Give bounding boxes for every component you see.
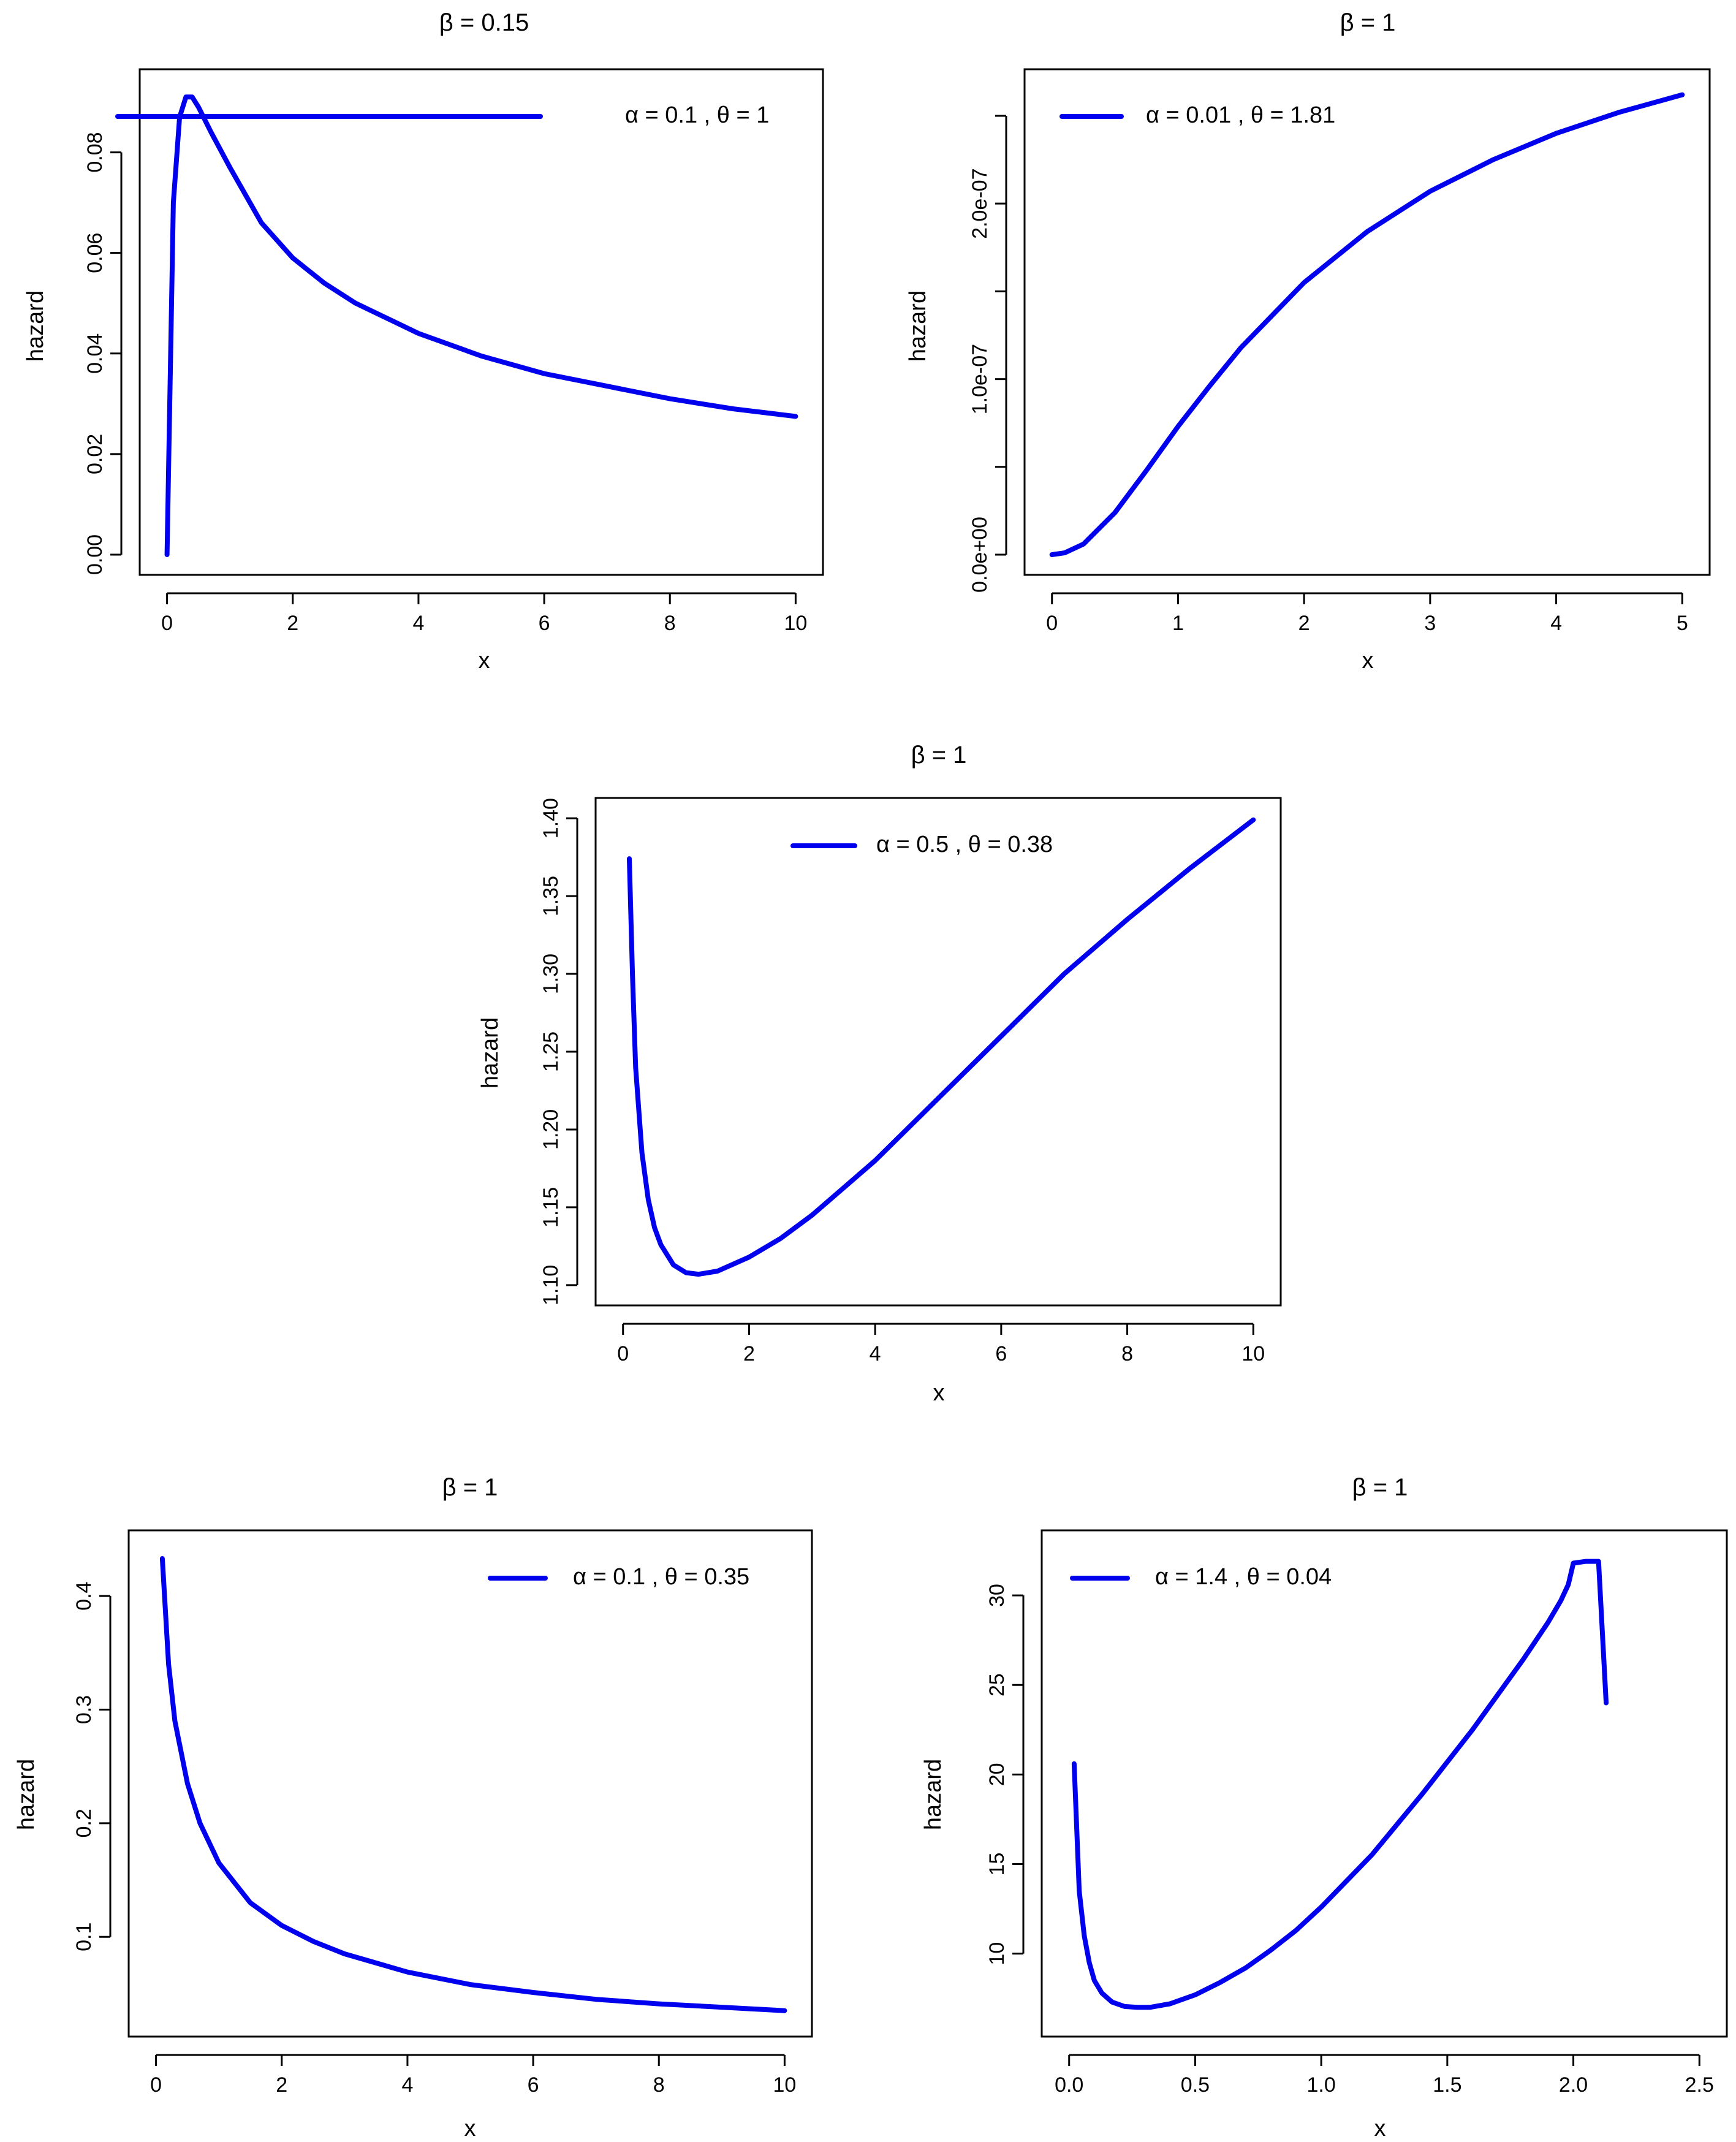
y-tick-label: 1.35 bbox=[539, 876, 563, 916]
chart-title: β = 0.15 bbox=[439, 9, 529, 36]
plot-frame bbox=[594, 797, 1282, 1307]
legend-label: α = 0.5 , θ = 0.38 bbox=[876, 832, 1053, 857]
legend-label: α = 1.4 , θ = 0.04 bbox=[1155, 1564, 1332, 1590]
y-tick-label: 0.1 bbox=[72, 1923, 96, 1951]
x-tick-label: 8 bbox=[1121, 1342, 1133, 1365]
legend-label: α = 0.01 , θ = 1.81 bbox=[1146, 102, 1335, 128]
chart-panel-beta-1-top-right: β = 1 hazard x α = 0.01 , θ = 1.81 0 1 2 3 4… bbox=[905, 9, 1711, 674]
x-tick-label: 1 bbox=[1172, 612, 1184, 635]
y-tick-label: 1.30 bbox=[539, 954, 563, 994]
chart-panel-beta-1-bottom-left: β = 1 hazard x α = 0.1 , θ = 0.35 0 2 4 6 8 1… bbox=[13, 1474, 813, 2141]
x-tick-label: 0 bbox=[161, 612, 173, 635]
y-axis-label: hazard bbox=[905, 291, 931, 362]
x-tick-label: 4 bbox=[401, 2073, 413, 2097]
hazard-curve bbox=[164, 94, 798, 557]
y-tick-label: 25 bbox=[985, 1673, 1009, 1696]
y-tick-label: 0.3 bbox=[72, 1695, 96, 1724]
y-axis-label: hazard bbox=[477, 1017, 503, 1088]
x-tick-label: 10 bbox=[784, 612, 807, 635]
hazard-curve bbox=[159, 1556, 787, 2013]
x-tick-label: 10 bbox=[1241, 1342, 1265, 1365]
x-tick-label: 8 bbox=[653, 2073, 665, 2097]
chart-title: β = 1 bbox=[442, 1474, 498, 1501]
x-tick-label: 0 bbox=[1046, 612, 1058, 635]
chart-title: β = 1 bbox=[911, 742, 967, 769]
x-tick-label: 6 bbox=[539, 612, 550, 635]
x-tick-label: 8 bbox=[664, 612, 676, 635]
x-tick-label: 0 bbox=[617, 1342, 629, 1365]
x-tick-label: 4 bbox=[1550, 612, 1562, 635]
plot-frame bbox=[1040, 1529, 1728, 2038]
x-axis-label: x bbox=[933, 1380, 945, 1406]
hazard-curve bbox=[1049, 92, 1685, 557]
y-tick-label: 1.20 bbox=[539, 1109, 563, 1150]
y-tick-label: 0.06 bbox=[83, 233, 107, 273]
x-axis-label: x bbox=[464, 2116, 476, 2141]
x-tick-label: 5 bbox=[1677, 612, 1688, 635]
y-tick-label: 0.08 bbox=[83, 132, 107, 172]
y-tick-label: 1.40 bbox=[539, 798, 563, 838]
y-tick-label: 20 bbox=[985, 1763, 1009, 1786]
x-tick-label: 2 bbox=[743, 1342, 755, 1365]
plot-frame bbox=[127, 1529, 813, 2038]
x-axis-label: x bbox=[1362, 648, 1374, 674]
hazard-curve bbox=[627, 817, 1256, 1277]
y-tick-label: 10 bbox=[985, 1942, 1009, 1965]
y-axis-label: hazard bbox=[920, 1759, 946, 1830]
y-tick-label: 0.00 bbox=[83, 534, 107, 575]
y-axis-label: hazard bbox=[23, 291, 48, 362]
x-tick-label: 2.5 bbox=[1685, 2073, 1714, 2097]
y-tick-label: 30 bbox=[985, 1584, 1009, 1607]
x-tick-label: 0.0 bbox=[1055, 2073, 1083, 2097]
x-tick-label: 3 bbox=[1424, 612, 1436, 635]
x-axis-label: x bbox=[479, 648, 490, 674]
y-tick-label: 1.25 bbox=[539, 1031, 563, 1072]
plot-frame bbox=[1023, 68, 1711, 576]
chart-title: β = 1 bbox=[1340, 9, 1396, 36]
y-tick-label: 1.0e-07 bbox=[968, 344, 991, 414]
x-tick-label: 6 bbox=[528, 2073, 539, 2097]
x-axis-label: x bbox=[1374, 2116, 1386, 2141]
y-tick-label: 0.02 bbox=[83, 434, 107, 474]
chart-panel-beta-1-bottom-right: β = 1 hazard x α = 1.4 , θ = 0.04 0.0 0.5… bbox=[920, 1474, 1728, 2141]
y-tick-label: 15 bbox=[985, 1853, 1009, 1876]
x-tick-label: 0.5 bbox=[1181, 2073, 1210, 2097]
x-tick-label: 2.0 bbox=[1559, 2073, 1588, 2097]
x-tick-label: 4 bbox=[412, 612, 424, 635]
x-tick-label: 2 bbox=[1298, 612, 1310, 635]
x-tick-label: 2 bbox=[287, 612, 298, 635]
y-axis-label: hazard bbox=[13, 1759, 39, 1830]
x-tick-label: 0 bbox=[150, 2073, 162, 2097]
y-tick-label: 0.4 bbox=[72, 1582, 96, 1611]
y-tick-label: 1.10 bbox=[539, 1265, 563, 1305]
x-tick-label: 10 bbox=[773, 2073, 796, 2097]
x-tick-label: 2 bbox=[276, 2073, 287, 2097]
y-tick-label: 1.15 bbox=[539, 1187, 563, 1228]
chart-panel-beta-1-center: β = 1 hazard x α = 0.5 , θ = 0.38 0 2 4 6 8 1… bbox=[477, 742, 1282, 1406]
y-tick-label: 0.0e+00 bbox=[968, 517, 991, 593]
y-tick-label: 2.0e-07 bbox=[968, 169, 991, 239]
plot-frame bbox=[138, 68, 824, 576]
y-tick-label: 0.04 bbox=[83, 333, 107, 374]
x-tick-label: 4 bbox=[870, 1342, 881, 1365]
chart-panel-beta-0-15: β = 0.15 hazard x α = 0.1 , θ = 1 0 2 4 6 8 1… bbox=[23, 9, 824, 674]
legend-label: α = 0.1 , θ = 0.35 bbox=[573, 1564, 749, 1590]
hazard-curve bbox=[1071, 1559, 1609, 2010]
x-tick-label: 1.5 bbox=[1433, 2073, 1461, 2097]
x-tick-label: 1.0 bbox=[1307, 2073, 1336, 2097]
x-tick-label: 6 bbox=[995, 1342, 1007, 1365]
chart-title: β = 1 bbox=[1352, 1474, 1408, 1501]
legend-label: α = 0.1 , θ = 1 bbox=[625, 102, 769, 128]
y-tick-label: 0.2 bbox=[72, 1809, 96, 1837]
